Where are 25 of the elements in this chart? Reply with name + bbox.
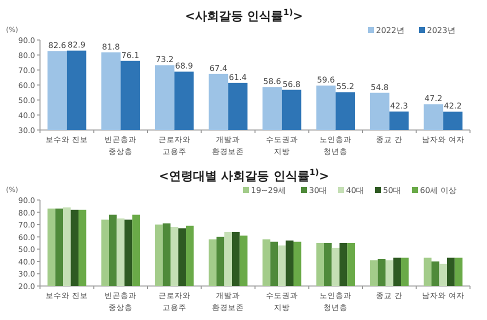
data-label: 42.2 <box>444 102 462 111</box>
chart-title: <연령대별 사회갈등 인식률$^{1)}$> <box>158 167 330 183</box>
legend-label: 19~29세 <box>251 186 286 195</box>
data-label: 42.3 <box>390 102 408 111</box>
data-label: 61.4 <box>228 72 247 82</box>
data-label: 76.1 <box>121 50 140 60</box>
legend-label: 50대 <box>383 186 402 195</box>
data-label: 58.6 <box>263 77 282 86</box>
data-label: 59.6 <box>317 76 335 85</box>
data-label: 73.2 <box>156 55 174 64</box>
data-label: 82.9 <box>68 40 86 50</box>
data-label: 82.6 <box>48 41 66 50</box>
legend-label: 2023년 <box>427 26 456 35</box>
legend-label: 60세 이상 <box>420 186 457 195</box>
data-label: 67.4 <box>210 64 228 73</box>
data-label: 81.8 <box>102 42 120 52</box>
data-label: 55.2 <box>336 82 354 92</box>
data-label: 56.8 <box>282 80 300 89</box>
data-label: 54.8 <box>370 82 389 92</box>
legend-label: 2022년 <box>376 26 404 35</box>
data-label: 68.9 <box>175 62 193 71</box>
chart-title: <사회갈등 인식률$^{1)}$> <box>185 7 303 23</box>
legend-label: 30대 <box>309 186 328 195</box>
data-label: 47.2 <box>424 94 442 104</box>
legend-label: 40대 <box>346 186 364 195</box>
